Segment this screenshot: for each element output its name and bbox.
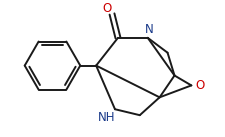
Text: O: O [195, 79, 204, 92]
Text: O: O [102, 2, 111, 15]
Text: N: N [145, 23, 153, 36]
Text: NH: NH [98, 111, 115, 124]
